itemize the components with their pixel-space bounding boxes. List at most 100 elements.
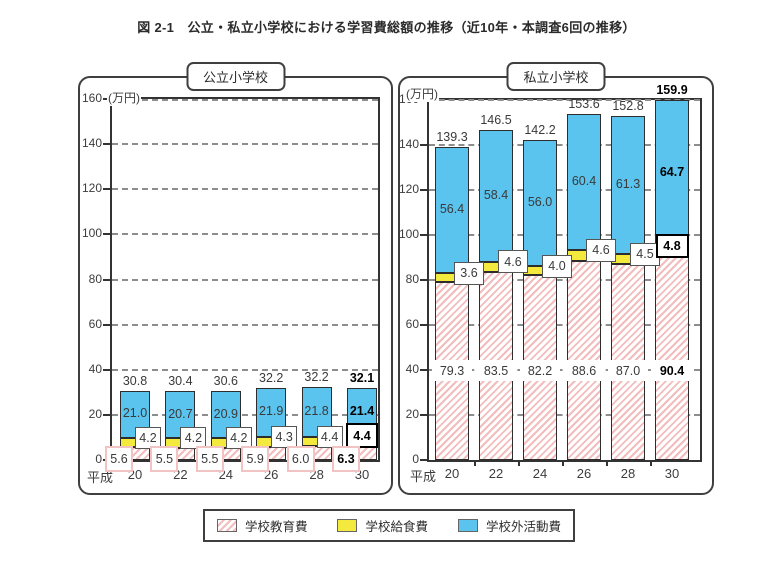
x-axis-era-label: 平成 <box>409 469 436 484</box>
total-label: 152.8 <box>612 99 644 114</box>
grid-line-20 <box>429 414 700 416</box>
x-boundary-tick <box>606 460 608 466</box>
total-label: 30.4 <box>168 374 193 389</box>
out-of-school-activity-label: 64.7 <box>659 165 685 179</box>
grid-line-20 <box>112 413 378 416</box>
out-of-school-activity-label: 21.0 <box>122 406 148 421</box>
y-tick-40 <box>420 369 428 371</box>
y-tick-80 <box>420 279 428 281</box>
legend-item-school-education: 学校教育費 <box>216 516 308 535</box>
school-education-label: 5.9 <box>241 446 270 472</box>
bar-segment-out-of-school-activity <box>567 114 601 251</box>
out-of-school-activity-label: 58.4 <box>483 188 509 203</box>
school-lunch-label: 4.4 <box>346 423 378 449</box>
y-tick-60 <box>420 324 428 326</box>
y-tick-label-100: 100 <box>81 226 102 241</box>
y-tick-label-40: 40 <box>405 362 419 376</box>
y-tick-20 <box>420 414 428 416</box>
out-of-school-activity-label: 61.3 <box>615 177 641 192</box>
school-education-label: 5.5 <box>195 446 224 472</box>
grid-line-160 <box>112 99 378 101</box>
private-school-panel-title: 私立小学校 <box>506 62 606 92</box>
y-tick-label-140: 140 <box>398 137 419 151</box>
out-of-school-activity-label: 56.0 <box>527 195 553 210</box>
grid-line-60 <box>112 323 378 326</box>
school-lunch-label: 4.5 <box>630 242 660 266</box>
y-tick-120 <box>420 189 428 191</box>
blue-swatch-icon <box>458 519 478 532</box>
hatched-pink-swatch-icon <box>216 519 237 532</box>
grid-line-140 <box>429 144 700 146</box>
total-label: 146.5 <box>480 113 512 128</box>
legend-item-school-lunch: 学校給食費 <box>337 516 428 535</box>
y-tick-120 <box>103 188 111 191</box>
y-tick-label-140: 140 <box>81 136 102 151</box>
grid-line-120 <box>112 188 378 191</box>
school-lunch-label: 4.4 <box>316 425 343 448</box>
y-tick-100 <box>420 234 428 236</box>
y-tick-label-120: 120 <box>81 181 102 196</box>
y-tick-label-80: 80 <box>88 271 102 286</box>
private-school-panel: 私立小学校 020406080100120140160(万円)139.356.4… <box>398 62 714 495</box>
y-tick-label-60: 60 <box>405 317 419 331</box>
out-of-school-activity-label: 60.4 <box>571 174 597 189</box>
out-of-school-activity-label: 20.9 <box>213 406 238 421</box>
figure-title: 図 2-1 公立・私立小学校における学習費総額の推移（近10年・本調査6回の推移… <box>137 20 636 35</box>
x-category-label: 30 <box>664 466 680 481</box>
legend-label: 学校教育費 <box>244 520 308 534</box>
school-lunch-label: 3.6 <box>454 261 484 285</box>
school-education-label: 83.5 <box>476 360 516 381</box>
grid-line-120 <box>429 189 700 191</box>
out-of-school-activity-label: 21.9 <box>259 404 284 419</box>
bar-segment-out-of-school-activity <box>435 146 469 274</box>
y-tick-80 <box>103 278 111 281</box>
grid-line-160 <box>429 99 700 101</box>
public-school-plot: 0 20 40 60 80 100 120 140 160 (万円) 30.8 21.0 4.2 5.6 2… <box>82 89 380 485</box>
y-tick-140 <box>103 143 111 146</box>
out-of-school-activity-label: 56.4 <box>439 202 465 217</box>
total-label: 142.2 <box>524 123 556 138</box>
legend-item-out-of-school-activity: 学校外活動費 <box>458 516 561 535</box>
x-boundary-tick <box>562 460 564 466</box>
y-tick-label-160: 160 <box>81 91 102 105</box>
school-lunch-label: 4.2 <box>225 427 252 450</box>
x-category-label: 24 <box>532 466 548 481</box>
y-tick-label-40: 40 <box>88 361 102 376</box>
y-tick-label-20: 20 <box>405 407 419 421</box>
school-education-label: 88.6 <box>564 360 604 381</box>
y-tick-label-120: 120 <box>398 182 419 196</box>
public-school-panel-title: 公立小学校 <box>185 62 286 92</box>
x-boundary-tick <box>474 460 476 466</box>
total-label: 159.9 <box>656 83 688 98</box>
y-tick-100 <box>103 233 111 236</box>
bar-segment-school-education <box>655 256 689 460</box>
school-education-label: 87.0 <box>608 360 648 381</box>
x-axis-era-label: 平成 <box>86 470 113 485</box>
x-boundary-tick <box>518 460 520 466</box>
school-education-label: 79.3 <box>432 360 472 381</box>
y-axis-unit-label: (万円) <box>107 89 141 106</box>
y-tick-140 <box>420 144 428 146</box>
total-label: 32.1 <box>349 370 375 385</box>
school-lunch-label: 4.6 <box>586 238 616 262</box>
school-lunch-label: 4.2 <box>180 427 207 450</box>
bar-segment-out-of-school-activity <box>479 130 513 262</box>
legend: 学校教育費 学校給食費 学校外活動費 <box>203 509 575 542</box>
school-lunch-label: 4.3 <box>271 425 298 448</box>
total-label: 139.3 <box>436 129 468 144</box>
grid-line-100 <box>429 234 700 236</box>
x-category-label: 28 <box>620 466 636 481</box>
grid-line-140 <box>112 143 378 146</box>
school-lunch-label: 4.0 <box>542 254 572 278</box>
y-tick-label-0: 0 <box>412 452 419 466</box>
bar-segment-out-of-school-activity <box>523 140 557 267</box>
grid-line-80 <box>429 279 700 281</box>
legend-label: 学校給食費 <box>365 520 428 534</box>
y-tick-0 <box>420 459 428 461</box>
private-school-plot: 020406080100120140160(万円)139.356.43.679.… <box>399 83 702 484</box>
out-of-school-activity-label: 21.4 <box>349 403 375 418</box>
total-label: 32.2 <box>259 370 284 385</box>
school-education-label: 5.6 <box>105 446 133 472</box>
y-tick-label-80: 80 <box>405 272 419 286</box>
